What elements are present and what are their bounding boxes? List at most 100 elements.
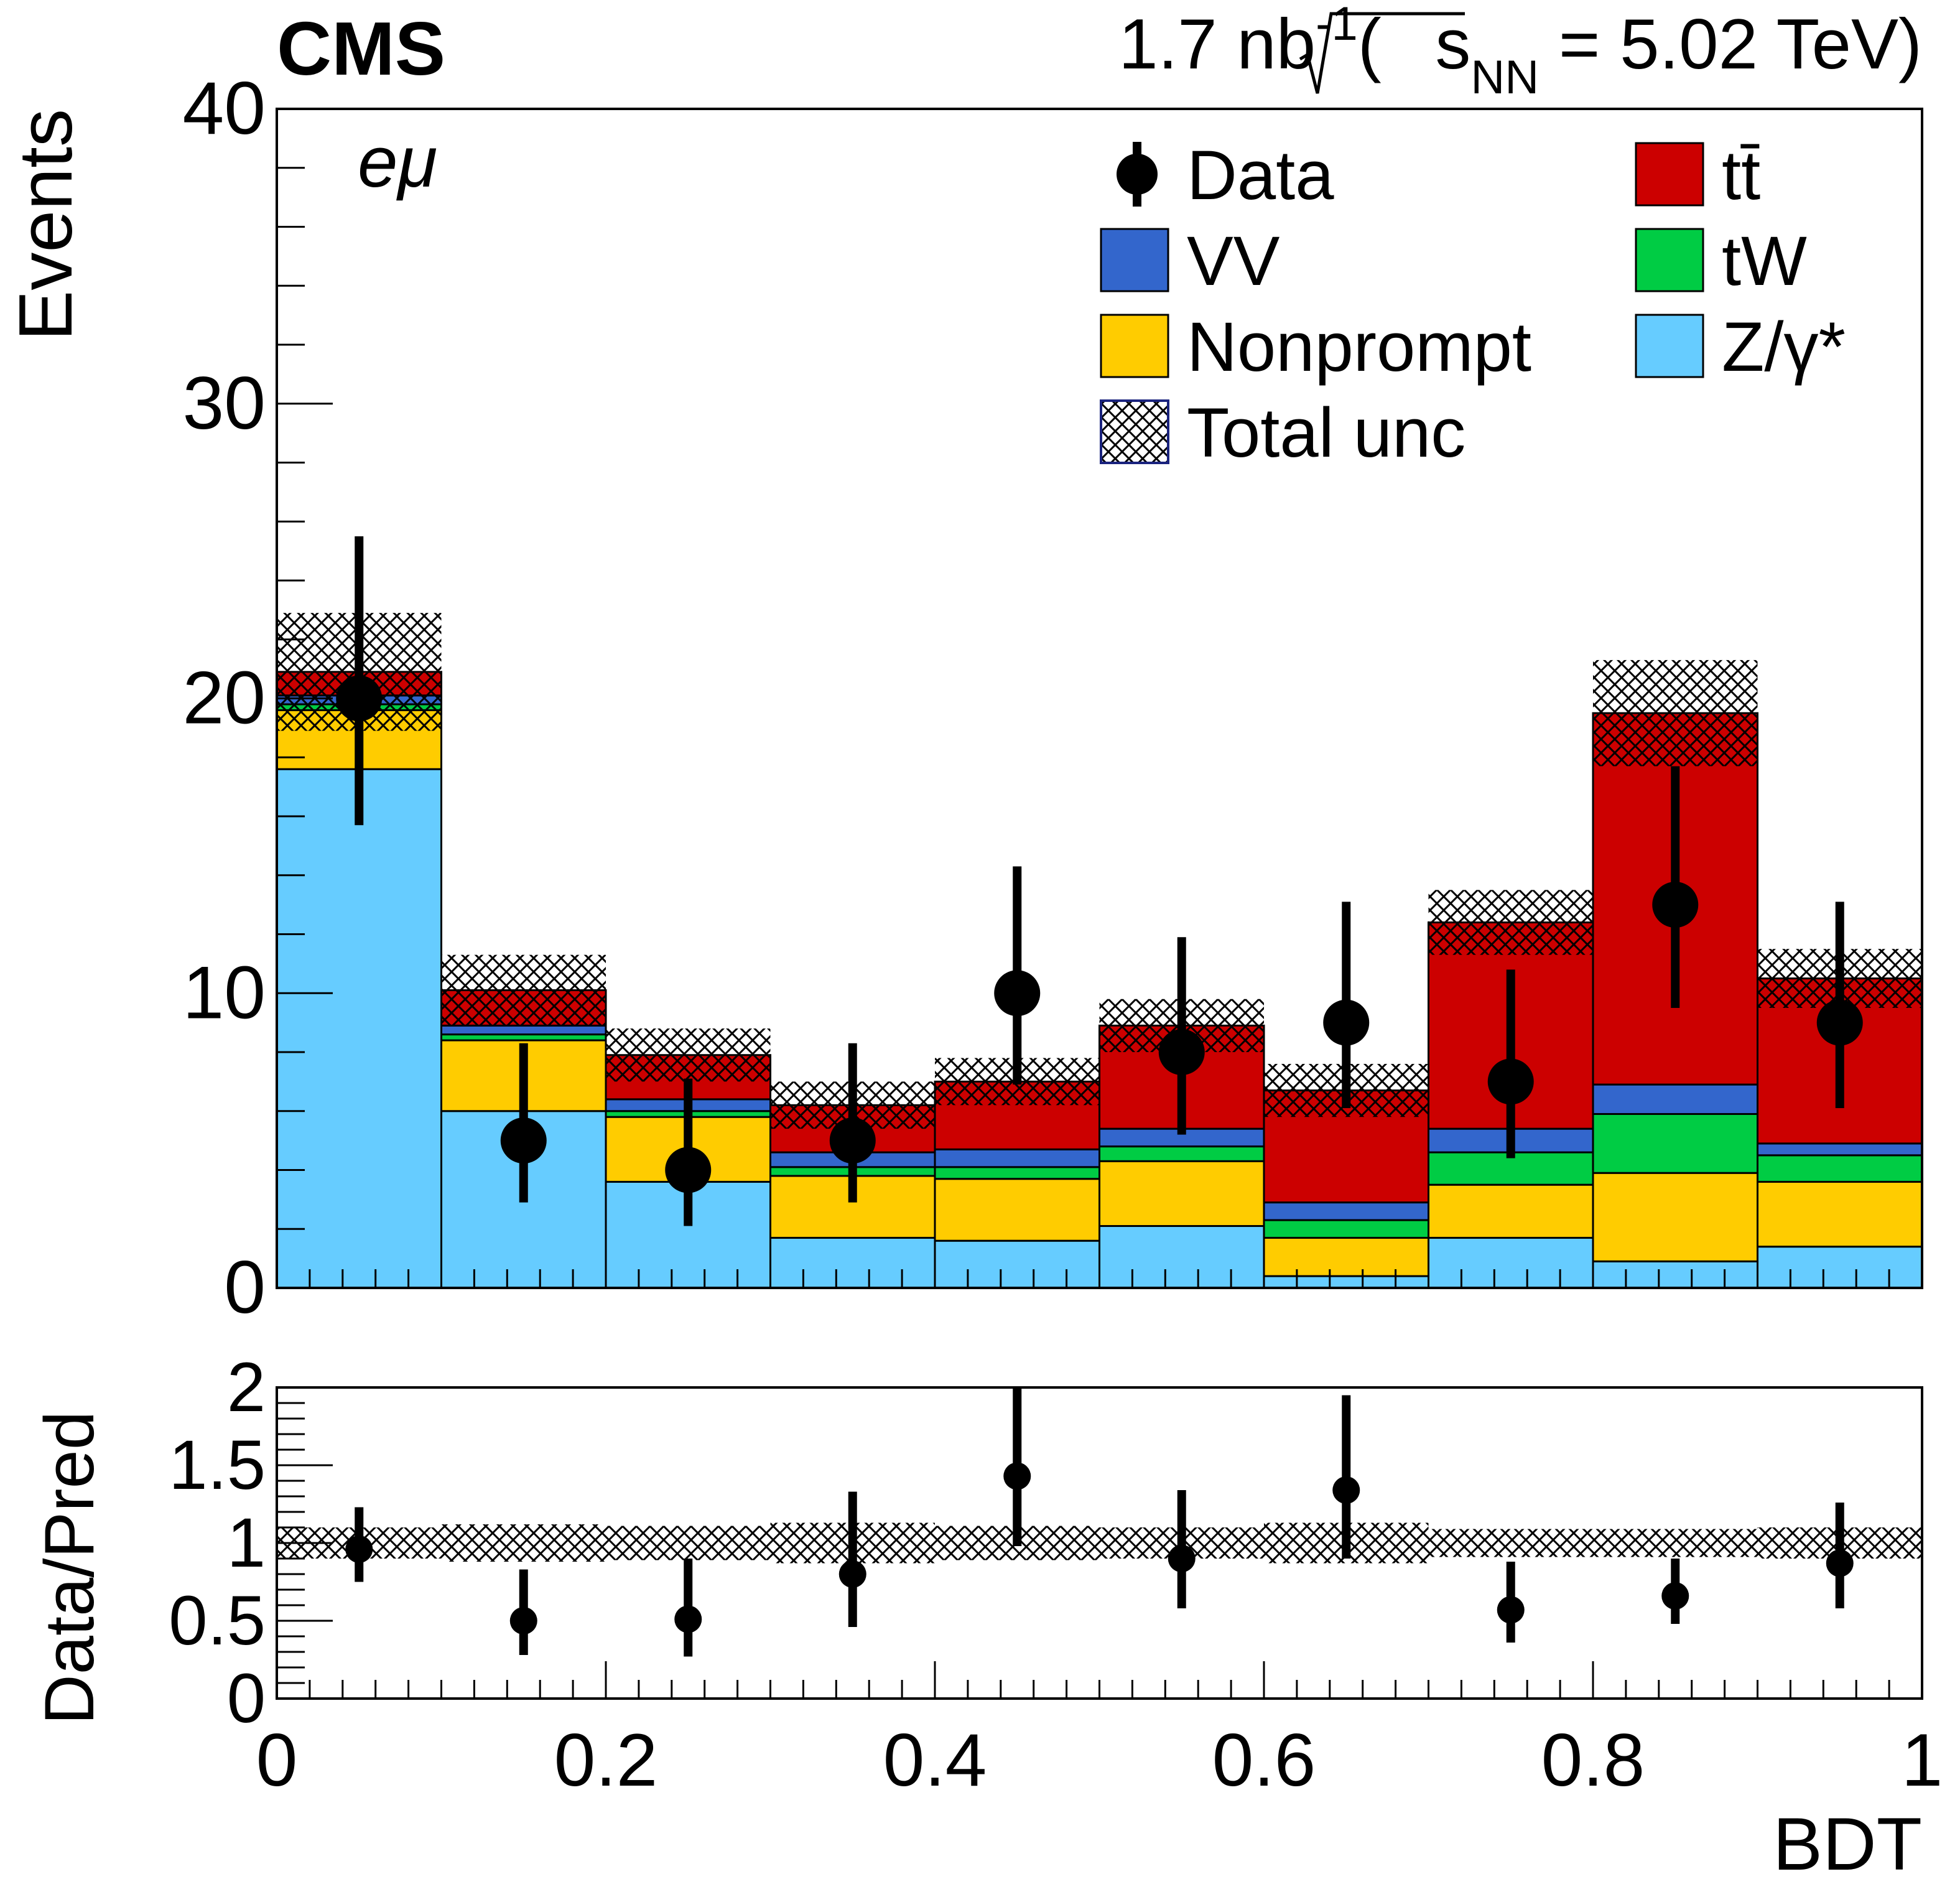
xtick-label-1: 0.2 (554, 1718, 658, 1802)
data-point-3 (829, 1117, 876, 1164)
bar-zgamma-8 (1592, 1260, 1758, 1289)
legend-ttbar-swatch (1635, 142, 1704, 207)
bar-VV-8 (1592, 1083, 1758, 1115)
data-point-8 (1652, 882, 1699, 928)
xtick-label-4: 0.8 (1541, 1718, 1645, 1802)
bar-VV-4 (934, 1148, 1100, 1168)
legend-ttbar-label: tt̄ (1722, 136, 1760, 214)
legend-unc-label: Total unc (1187, 394, 1465, 472)
ratio-unc-2 (606, 1526, 771, 1560)
ratio-ytick-label-2: 1 (227, 1504, 266, 1582)
ratio-ytick-label-1: 0.5 (169, 1582, 266, 1659)
bar-VV-6 (1263, 1201, 1429, 1221)
ratio-point-3 (838, 1560, 866, 1588)
channel-label: eμ (358, 121, 437, 202)
bar-nonprompt-8 (1592, 1172, 1758, 1262)
ratio-point-9 (1826, 1549, 1854, 1577)
bar-tW-6 (1263, 1219, 1429, 1239)
bar-zgamma-4 (934, 1239, 1100, 1289)
legend-data-marker (1117, 154, 1158, 195)
xaxis-label: BDT (1773, 1802, 1922, 1886)
energy-subscript: NN (1470, 51, 1539, 104)
data-point-0 (336, 675, 383, 722)
xtick-label-0: 0 (256, 1718, 298, 1802)
bar-tW-9 (1757, 1154, 1923, 1183)
bar-nonprompt-5 (1098, 1160, 1265, 1228)
ratio-points (345, 1387, 1854, 1657)
ratio-uncertainty-band (277, 1522, 1922, 1564)
bar-VV-1 (440, 1024, 607, 1036)
legend-nonprompt-label: Nonprompt (1187, 308, 1531, 386)
ratio-point-0 (345, 1536, 373, 1563)
legend: Data tt̄ VV tW Nonprompt Z/γ* Total unc (1100, 136, 1846, 472)
energy-open: ( (1358, 5, 1382, 84)
bar-zgamma-7 (1428, 1236, 1594, 1289)
data-point-4 (994, 970, 1041, 1017)
ratio-panel: 00.511.520 0.2 0.4 0.6 0.8 1 Data/Pred BDT (30, 1348, 1943, 1886)
data-point-6 (1323, 999, 1370, 1046)
bar-VV-9 (1757, 1142, 1923, 1157)
unc-band-8 (1593, 660, 1758, 767)
ratio-ylabel: Data/Pred (30, 1411, 108, 1725)
main-ylabel: Events (3, 109, 88, 341)
ratio-axes: 00.511.520 0.2 0.4 0.6 0.8 1 (169, 1348, 1943, 1802)
legend-VV-label: VV (1187, 222, 1280, 300)
lumi-exponent: -1 (1316, 0, 1358, 50)
lumi-value: 1.7 nb (1118, 5, 1316, 84)
sqrt-symbol (1299, 12, 1465, 94)
legend-zgamma-label: Z/γ* (1722, 308, 1846, 386)
bar-zgamma-9 (1757, 1246, 1923, 1289)
ratio-point-7 (1497, 1596, 1525, 1624)
experiment-label: CMS (277, 6, 445, 91)
bar-tW-4 (934, 1166, 1100, 1180)
ratio-point-5 (1168, 1545, 1196, 1572)
data-point-1 (500, 1117, 547, 1164)
ratio-point-1 (509, 1607, 537, 1634)
energy-value: = 5.02 TeV) (1539, 5, 1922, 84)
bar-zgamma-0 (276, 768, 442, 1289)
data-point-9 (1816, 999, 1863, 1046)
ratio-point-4 (1003, 1462, 1031, 1490)
sqrt-gap (1416, 5, 1436, 84)
ytick-label-20: 20 (183, 656, 266, 740)
ytick-label-30: 30 (183, 361, 266, 445)
main-frame (276, 108, 1923, 1289)
legend-zgamma-swatch (1635, 314, 1704, 378)
ratio-point-8 (1661, 1582, 1689, 1610)
main-axes: 0 10 20 30 40 (183, 67, 1923, 1329)
ratio-frame (276, 1386, 1923, 1700)
ratio-ytick-label-0: 0 (227, 1659, 266, 1737)
ytick-label-0: 0 (224, 1246, 266, 1329)
ratio-point-6 (1332, 1476, 1360, 1504)
xtick-label-2: 0.4 (883, 1718, 987, 1802)
legend-tW-swatch (1635, 228, 1704, 292)
ratio-point-2 (674, 1605, 702, 1633)
bar-tW-5 (1098, 1145, 1265, 1162)
legend-tW-label: tW (1722, 222, 1807, 300)
xtick-label-3: 0.6 (1212, 1718, 1316, 1802)
bar-zgamma-6 (1263, 1275, 1429, 1289)
data-point-2 (665, 1147, 712, 1193)
bar-tW-8 (1592, 1112, 1758, 1174)
ratio-unc-8 (1593, 1529, 1758, 1557)
energy-s: s (1435, 5, 1470, 84)
luminosity-label: 1.7 nb-1( sNN = 5.02 TeV) (1118, 0, 1922, 104)
bar-nonprompt-4 (934, 1178, 1100, 1242)
bar-nonprompt-7 (1428, 1183, 1594, 1239)
legend-unc-swatch (1100, 399, 1169, 464)
data-point-7 (1487, 1058, 1534, 1105)
bar-nonprompt-6 (1263, 1236, 1429, 1277)
main-panel: 0 10 20 30 40 Events eμ (3, 67, 1923, 1329)
ytick-label-10: 10 (183, 951, 266, 1034)
bar-nonprompt-9 (1757, 1180, 1923, 1248)
ratio-ytick-label-4: 2 (227, 1348, 266, 1426)
unc-band-1 (441, 954, 606, 1026)
ytick-label-40: 40 (183, 67, 266, 150)
unc-band-7 (1428, 890, 1593, 955)
unc-band-2 (606, 1028, 771, 1082)
ratio-unc-1 (441, 1524, 606, 1562)
bar-zgamma-3 (769, 1236, 936, 1289)
ratio-unc-7 (1428, 1529, 1593, 1557)
bar-zgamma-5 (1098, 1225, 1265, 1289)
